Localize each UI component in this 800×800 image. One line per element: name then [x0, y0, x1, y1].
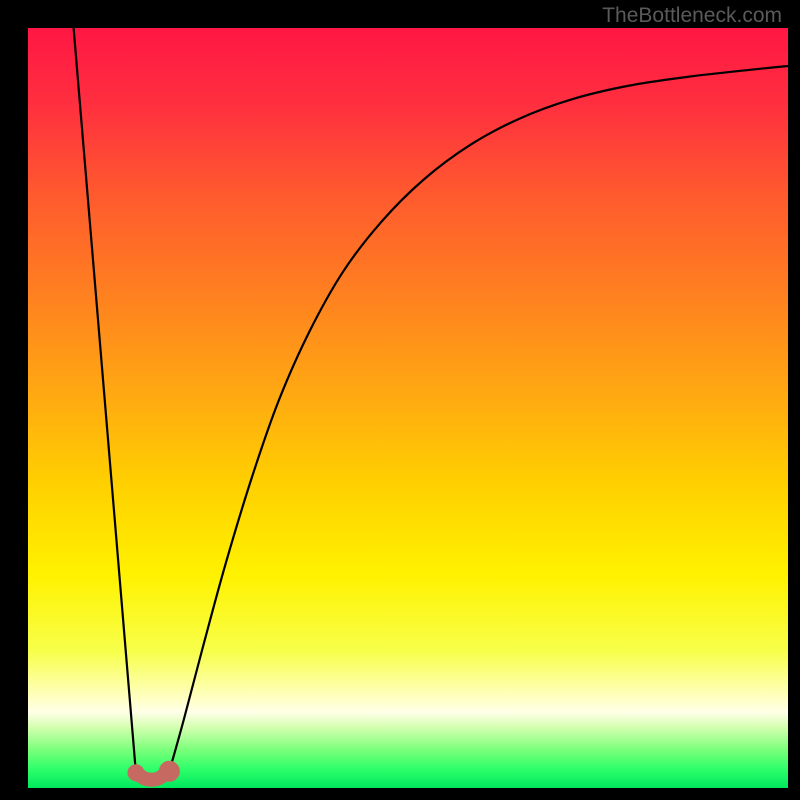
curve-right [169, 66, 788, 771]
plot-area [28, 28, 788, 788]
curve-left [74, 28, 136, 773]
marker-dot-1 [159, 761, 179, 781]
marker-dot-0 [128, 765, 144, 781]
chart-svg [28, 28, 788, 788]
watermark-text: TheBottleneck.com [602, 4, 782, 28]
